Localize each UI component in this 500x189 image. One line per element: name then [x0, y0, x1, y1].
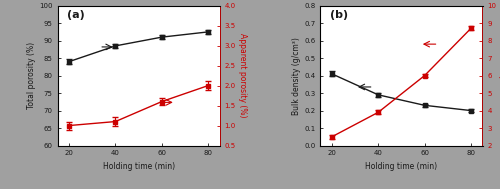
X-axis label: Holding time (min): Holding time (min)	[366, 162, 438, 171]
Y-axis label: Total porosity (%): Total porosity (%)	[28, 42, 36, 109]
Y-axis label: Water absorption (wt.%): Water absorption (wt.%)	[498, 29, 500, 122]
Text: (a): (a)	[67, 10, 85, 20]
Y-axis label: Apparent porosity (%): Apparent porosity (%)	[238, 33, 247, 118]
X-axis label: Holding time (min): Holding time (min)	[102, 162, 174, 171]
Y-axis label: Bulk density (g/cm³): Bulk density (g/cm³)	[292, 37, 302, 115]
Text: (b): (b)	[330, 10, 348, 20]
